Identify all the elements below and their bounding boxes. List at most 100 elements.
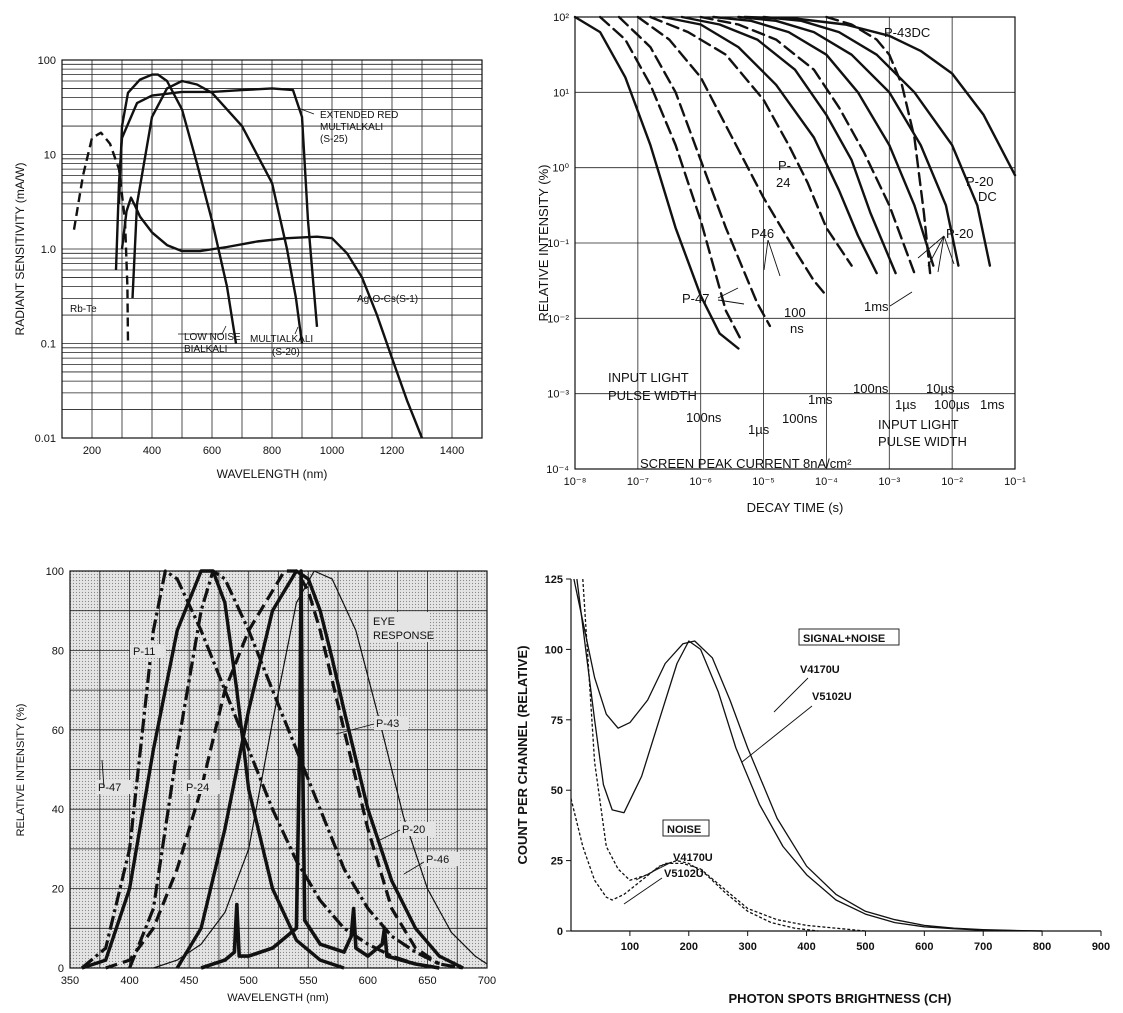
chart4-y-tick-label: 100 [545,644,563,656]
chart2-y-tick-label: 10² [553,12,569,24]
chart2-series-line-3 [636,15,828,297]
chart2-x-tick-label: 10⁻⁶ [689,476,712,488]
chart1-annotation: (S-20) [272,347,300,358]
chart2-annotation: 100ns [686,410,722,425]
chart3-series-line-4 [175,569,464,970]
chart1-y-axis-label: RADIANT SENSITIVITY (mA/W) [13,163,27,336]
chart1-x-tick-label: 1400 [440,445,464,457]
chart2-annotation: P-47 [682,291,709,306]
chart2-series-line-2 [617,15,772,328]
chart2-annotation: P-20 [966,174,993,189]
chart1-x-tick-label: 1200 [380,445,404,457]
chart2-y-tick-label: 10⁻³ [547,389,569,401]
chart3-y-tick-label: 0 [58,963,64,975]
chart3-series-line-3 [128,569,464,970]
chart3-annotation: RESPONSE [373,630,434,642]
chart4-series-line-2 [582,578,866,932]
chart3-series-line-6 [200,569,440,970]
chart2-annotation: 1ms [864,299,889,314]
chart3-x-tick-label: 450 [180,975,198,987]
chart2-y-tick-label: 10⁰ [552,163,569,175]
chart1-annotation: EXTENDED RED [320,110,398,121]
chart2-annotation: INPUT LIGHT [878,417,959,432]
chart3-annotation: P-20 [402,824,425,836]
chart2-x-tick-label: 10⁻³ [878,476,900,488]
chart4-annotation: V4170U [673,852,713,864]
chart2-series-line-12 [743,15,1017,177]
chart4-y-tick-label: 0 [557,926,563,938]
chart3-annotation: P-46 [426,854,449,866]
chart2-series-line-4 [649,15,853,267]
chart2-annotation: DC [978,189,997,204]
chart4-x-tick-label: 600 [915,941,933,953]
chart2-annotation: P-43DC [884,25,930,40]
chart3-x-axis-label: WAVELENGTH (nm) [227,992,328,1004]
chart4-x-tick-label: 800 [1033,941,1051,953]
chart2-annotation: SCREEN PEAK CURRENT 8nA/cm² [640,456,852,471]
chart2-series-line-0 [573,15,740,350]
chart3-annotation: P-47 [98,782,121,794]
chart2-annotation: 1ms [808,392,833,407]
chart4-x-tick-label: 900 [1092,941,1110,953]
chart1-annotation: BIALKALI [184,344,227,355]
chart2-series-line-8 [712,15,935,267]
chart3-series-line-5 [153,570,488,969]
chart2-y-axis-label: RELATIVE INTENSITY (%) [536,165,551,322]
chart1-frame [61,59,483,439]
chart4-annotation: V5102U [812,691,852,703]
chart2-annotation: P-20 [946,226,973,241]
chart2-x-axis-label: DECAY TIME (s) [747,500,844,515]
chart3-y-tick-label: 20 [52,884,64,896]
chart3-annotation: P-43 [376,718,399,730]
chart3-x-tick-label: 700 [478,975,496,987]
chart4-y-tick-label: 125 [545,574,563,586]
chart2-annotation: 100ns [782,411,818,426]
chart4-x-tick-label: 500 [856,941,874,953]
chart1-annotation: MULTIALKALI [320,122,383,133]
chart2-series-line-7 [699,15,916,275]
chart2-annotation: ns [790,321,804,336]
chart2-series-line-5 [661,15,878,275]
chart-radiant-sensitivity: 200 400 600 800 1000 1200 1400 0.01 0.1 1.0 10 100… [13,55,483,481]
chart2-annotation: 100µs [934,397,970,412]
chart2-series-line-10 [762,15,992,267]
chart3-y-tick-label: 100 [46,566,64,578]
chart4-series-line-3 [570,798,819,932]
chart1-annotation: (S-25) [320,134,348,145]
chart4-annotation: V4170U [800,664,840,676]
chart3-annotation: EYE [373,616,395,628]
chart1-x-tick-label: 200 [83,445,101,457]
chart1-series-line-3 [131,79,304,344]
chart2-annotation: 100ns [853,381,889,396]
chart2-y-tick-label: 10¹ [553,87,569,99]
chart3-x-tick-label: 350 [61,975,79,987]
chart1-y-tick-label: 0.01 [35,433,56,445]
chart4-y-tick-label: 50 [551,785,563,797]
chart2-series-line-9 [737,15,960,267]
chart1-x-tick-label: 400 [143,445,161,457]
chart2-x-tick-label: 10⁻¹ [1004,476,1026,488]
chart1-y-tick-label: 0.1 [41,339,56,351]
chart1-series-line-4 [114,87,319,328]
chart2-y-tick-label: 10⁻² [547,313,569,325]
chart1-annotation: Ag-O-Cs(S-1) [357,294,418,305]
chart3-frame [69,570,488,969]
chart2-annotation: 1µs [748,422,770,437]
chart1-x-tick-label: 600 [203,445,221,457]
chart4-annotation: NOISE [667,824,701,836]
chart3-y-tick-label: 80 [52,645,64,657]
chart1-x-axis-label: WAVELENGTH (nm) [217,467,328,481]
chart2-annotation: P- [778,158,791,173]
chart2-annotation: 100 [784,305,806,320]
chart4-x-tick-label: 300 [738,941,756,953]
chart1-series-line-2 [117,73,238,344]
chart-photon-spots: 100 200 300 400 500 600 700 800 900 0 25 50 75 100 12… [515,574,1110,1006]
chart2-annotation: PULSE WIDTH [608,388,697,403]
chart2-x-tick-label: 10⁻² [941,476,963,488]
chart-phosphor-spectra: 350 400 450 500 550 600 650 700 0 20 40 60 80 100 WA… [15,566,496,1004]
chart2-x-tick-label: 10⁻⁷ [627,476,649,488]
chart3-y-tick-label: 60 [52,725,64,737]
chart2-annotation: PULSE WIDTH [878,434,967,449]
chart2-annotation: P46 [751,226,774,241]
chart2-y-tick-label: 10⁻⁴ [546,464,569,476]
